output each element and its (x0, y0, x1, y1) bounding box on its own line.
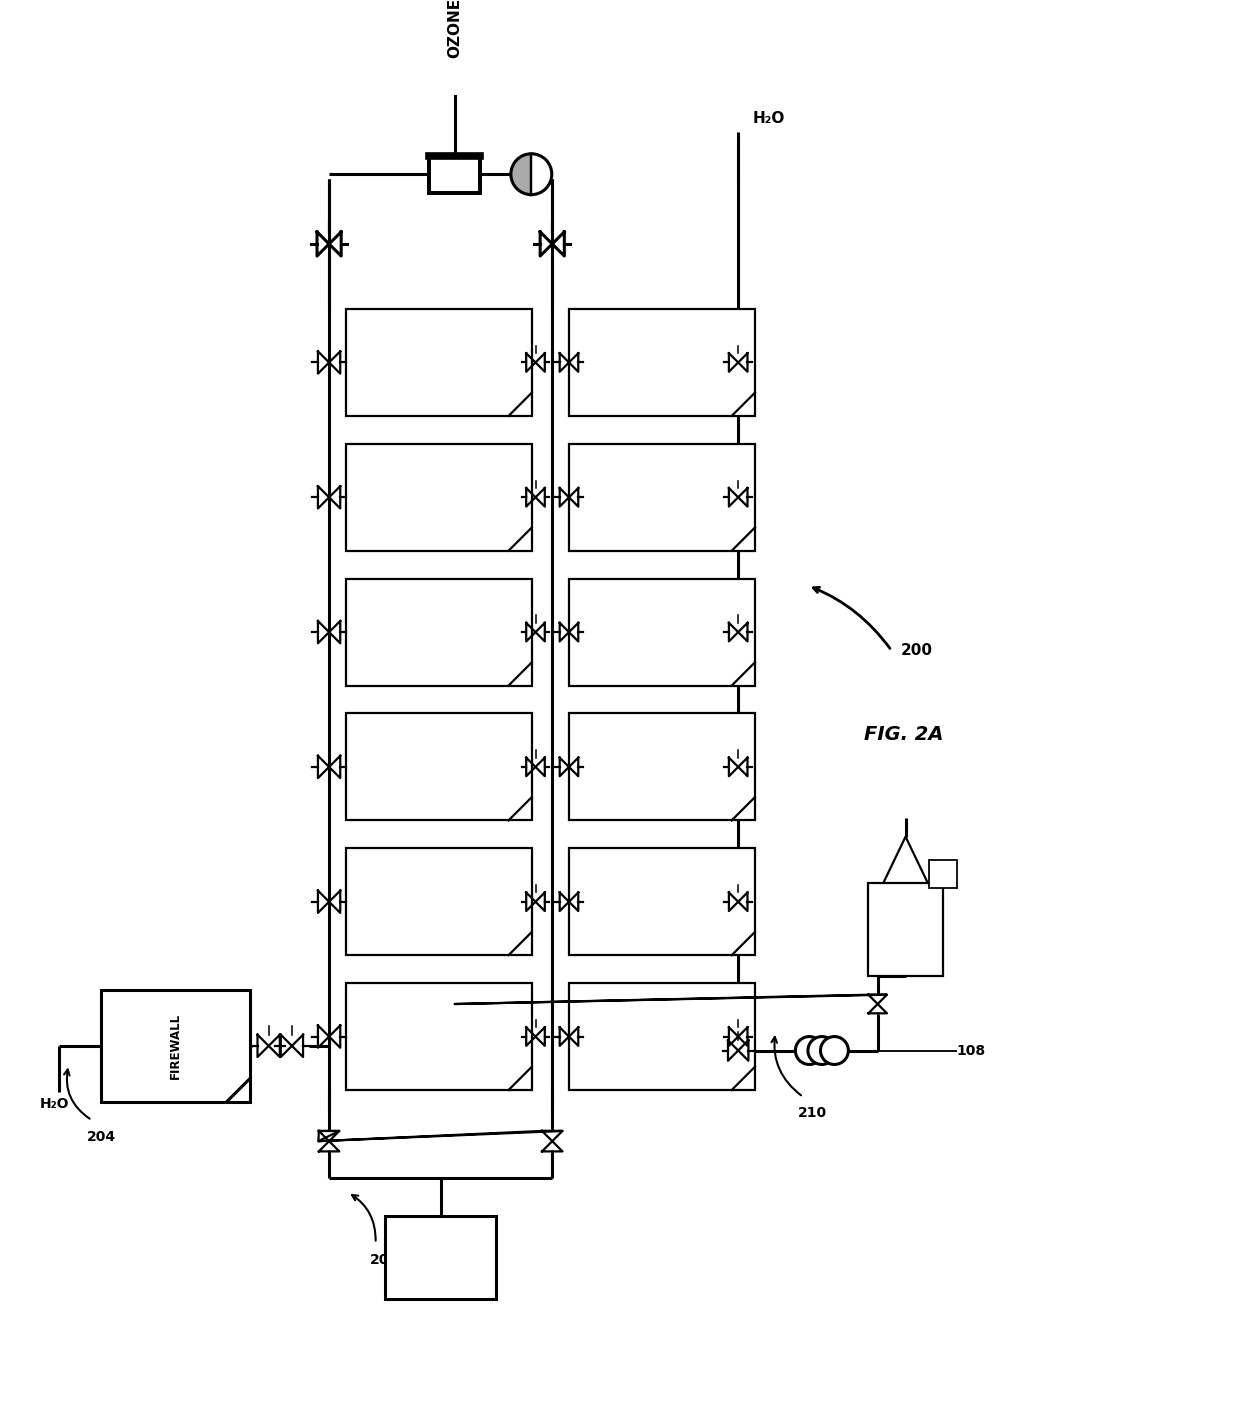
Bar (346, 848, 532, 955)
Bar (346, 308, 532, 415)
Bar (429, 156, 480, 193)
Circle shape (808, 1036, 836, 1064)
Bar (346, 983, 532, 1090)
Bar (569, 848, 755, 955)
Bar (569, 444, 755, 551)
Text: FIREWALL: FIREWALL (169, 1012, 182, 1079)
Text: 200: 200 (901, 643, 932, 658)
Text: 210: 210 (799, 1107, 827, 1121)
Text: 108: 108 (957, 1043, 986, 1057)
Bar (868, 883, 942, 976)
Text: H₂O: H₂O (753, 111, 785, 125)
Bar (569, 308, 755, 415)
Text: OZONE: OZONE (448, 0, 463, 58)
Bar (384, 1215, 496, 1300)
Bar (102, 990, 250, 1101)
Bar (346, 444, 532, 551)
Polygon shape (511, 153, 531, 194)
Circle shape (795, 1036, 823, 1064)
Bar (929, 860, 957, 888)
Text: FIG. 2A: FIG. 2A (864, 725, 944, 743)
Bar (569, 983, 755, 1090)
Text: H₂O: H₂O (40, 1097, 69, 1111)
Bar (569, 714, 755, 821)
Circle shape (821, 1036, 848, 1064)
Text: 204: 204 (87, 1129, 115, 1143)
Text: 202: 202 (371, 1253, 399, 1267)
Bar (346, 579, 532, 686)
Bar (346, 714, 532, 821)
Bar (569, 579, 755, 686)
